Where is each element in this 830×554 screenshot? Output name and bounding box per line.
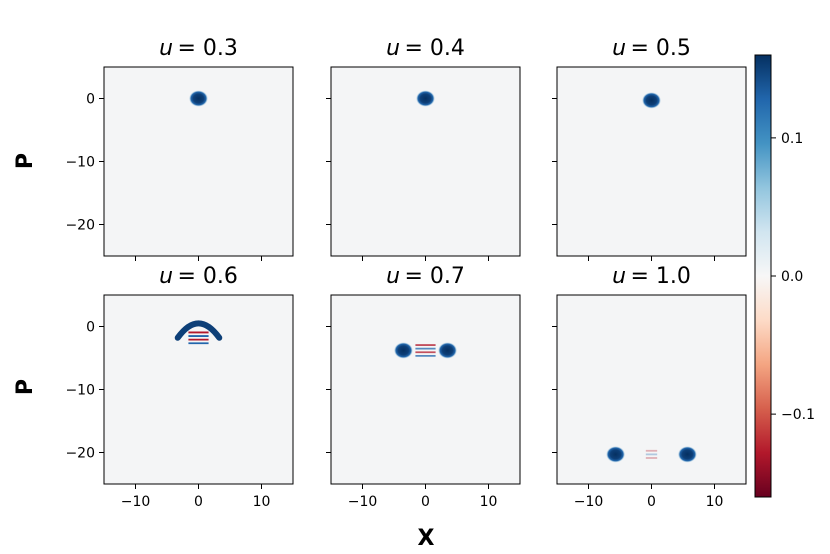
panel-title: u = 0.3 <box>159 36 238 61</box>
heatmap-background <box>104 295 293 484</box>
panels-group: u = 0.3 0 −10 −20 u = 0.4 u = 0.5 u = 0.6 −10 0 1… <box>65 36 747 510</box>
colorbar-ticks: 0.1 0.0 −0.1 <box>771 131 815 423</box>
heatmap-background <box>331 295 520 484</box>
x-axis-label: X <box>418 526 435 551</box>
wigner-peak <box>416 90 435 107</box>
x-tick-label: −10 <box>574 494 604 510</box>
colorbar: 0.1 0.0 −0.1 <box>754 54 815 498</box>
panel-2: u = 0.4 <box>326 36 521 261</box>
y-tick-label: −20 <box>65 446 95 462</box>
colorbar-gradient <box>754 54 772 498</box>
heatmap-background <box>557 295 746 484</box>
panel-1: u = 0.3 0 −10 −20 <box>65 36 294 261</box>
panel-4: u = 0.6 −10 0 10 0 −10 −20 <box>65 264 294 510</box>
x-tick-label: 10 <box>480 494 498 510</box>
wigner-peak <box>438 342 457 359</box>
wigner-peak <box>394 342 413 359</box>
y-tick-label: −20 <box>65 218 95 234</box>
y-axis-label-top: P <box>13 153 38 169</box>
panel-5: u = 0.7 −10 0 10 <box>326 264 521 510</box>
x-tick-label: −10 <box>121 494 151 510</box>
wigner-peak <box>606 446 626 463</box>
panel-title: u = 0.4 <box>386 36 465 61</box>
panel-6: u = 1.0 −10 0 10 <box>552 264 747 510</box>
y-axis-label-bottom: P <box>13 379 38 395</box>
panel-title: u = 1.0 <box>612 264 691 289</box>
y-tick-label: −10 <box>65 155 95 171</box>
x-tick-label: 0 <box>194 494 203 510</box>
panel-title: u = 0.7 <box>386 264 465 289</box>
panel-title: u = 0.5 <box>612 36 691 61</box>
panel-title: u = 0.6 <box>159 264 238 289</box>
x-tick-label: 0 <box>647 494 656 510</box>
colorbar-tick-label: −0.1 <box>781 407 815 423</box>
x-tick-label: 10 <box>253 494 271 510</box>
colorbar-tick-label: 0.0 <box>781 269 803 285</box>
colorbar-tick-label: 0.1 <box>781 131 803 147</box>
x-tick-label: 0 <box>421 494 430 510</box>
panel-3: u = 0.5 <box>552 36 747 261</box>
wigner-arc <box>174 320 223 341</box>
x-tick-label: 10 <box>706 494 724 510</box>
wigner-peak <box>642 92 661 109</box>
wigner-peak <box>677 446 697 463</box>
y-tick-label: 0 <box>86 92 95 108</box>
y-tick-label: 0 <box>86 320 95 336</box>
x-tick-label: −10 <box>348 494 378 510</box>
wigner-peak <box>189 90 208 107</box>
y-tick-label: −10 <box>65 383 95 399</box>
